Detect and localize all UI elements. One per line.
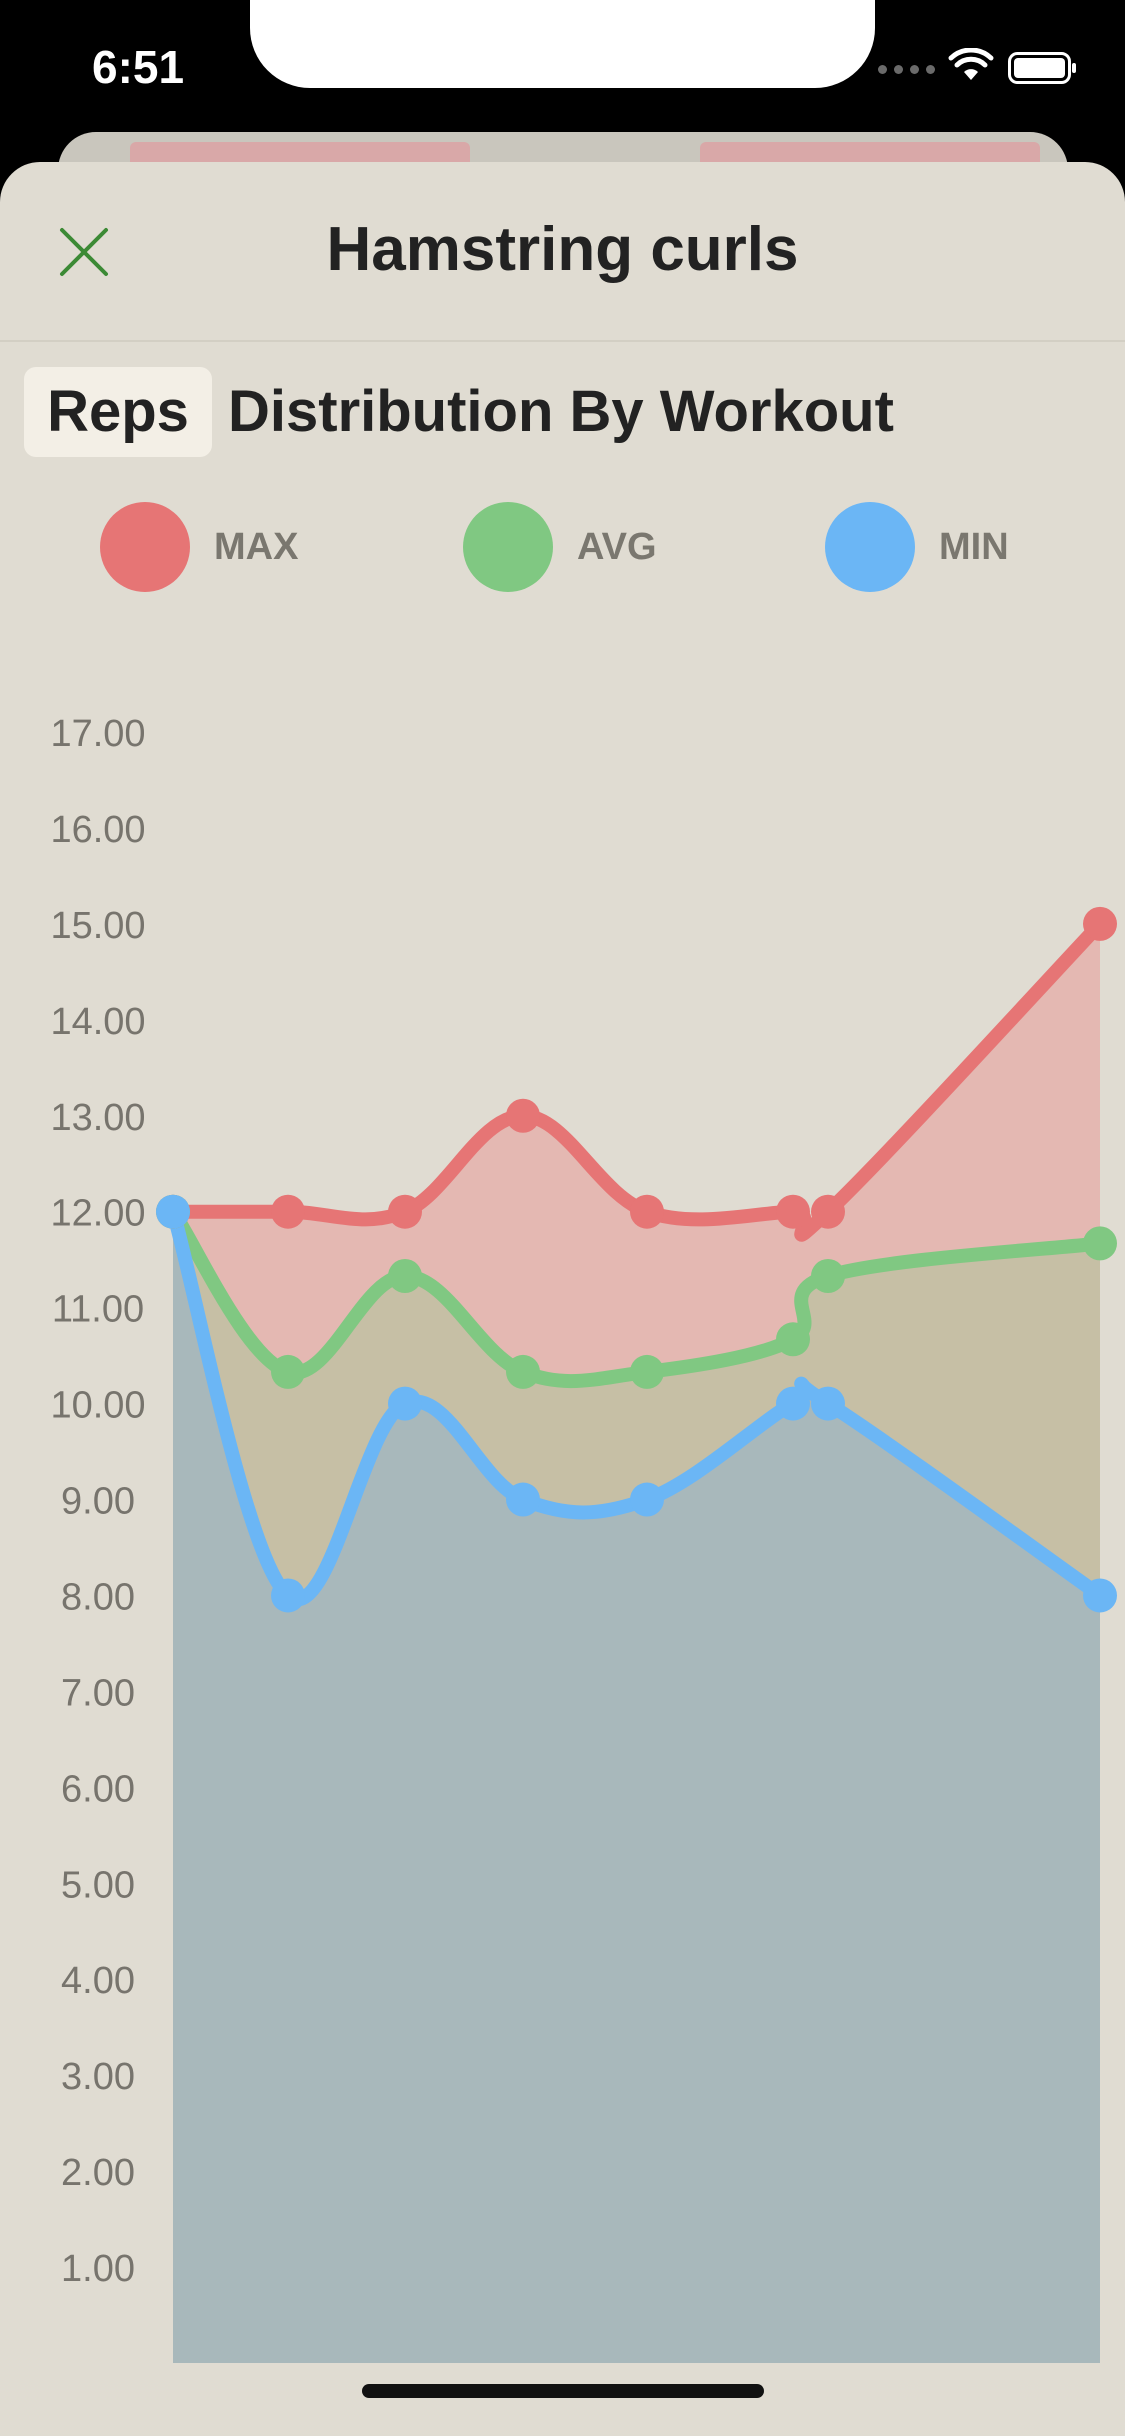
min-data-point [811, 1386, 845, 1421]
y-tick-label: 15.00 [50, 905, 145, 947]
avg-data-point [1083, 1226, 1117, 1261]
min-data-point [156, 1194, 190, 1229]
y-tick-label: 11.00 [52, 1289, 144, 1331]
y-tick-label: 4.00 [61, 1960, 135, 2002]
avg-data-point [776, 1322, 810, 1357]
divider [0, 340, 1125, 342]
max-series-line [166, 916, 1107, 1242]
max-data-point [1083, 906, 1117, 941]
min-data-point [776, 1386, 810, 1421]
avg-data-point [811, 1258, 845, 1293]
legend-avg-dot [463, 502, 553, 592]
distribution-chart: 17.00 16.00 15.00 14.00 13.00 12.00 11.00 10.00… [50, 713, 1117, 2363]
max-data-point [811, 1194, 845, 1229]
metric-selector-chip[interactable]: Reps [24, 367, 212, 457]
y-tick-label: 16.00 [50, 809, 145, 851]
status-time: 6:51 [92, 41, 185, 93]
y-tick-label: 12.00 [50, 1193, 145, 1235]
cellular-signal-icon [878, 58, 940, 78]
avg-data-point [271, 1354, 305, 1389]
min-data-point [630, 1482, 664, 1517]
page-title: Hamstring curls [326, 215, 799, 284]
y-tick-label: 17.00 [50, 713, 145, 755]
y-tick-label: 13.00 [50, 1097, 145, 1139]
avg-data-point [388, 1258, 422, 1293]
legend-min-label: MIN [939, 526, 1009, 568]
max-data-point [388, 1194, 422, 1229]
max-data-point [776, 1194, 810, 1229]
avg-data-point [506, 1354, 540, 1389]
y-tick-label: 7.00 [61, 1672, 135, 1714]
y-tick-label: 8.00 [61, 1576, 135, 1618]
min-data-point [1083, 1578, 1117, 1613]
max-data-point [506, 1098, 540, 1133]
y-tick-label: 14.00 [50, 1001, 145, 1043]
y-tick-label: 5.00 [61, 1864, 135, 1906]
min-data-point [271, 1578, 305, 1613]
legend-avg-label: AVG [577, 526, 657, 568]
y-tick-label: 2.00 [61, 2152, 135, 2194]
y-tick-label: 3.00 [61, 2056, 135, 2098]
y-tick-label: 10.00 [50, 1385, 145, 1427]
legend-max-label: MAX [214, 526, 299, 568]
y-tick-label: 6.00 [61, 1768, 135, 1810]
y-tick-label: 1.00 [61, 2248, 135, 2290]
avg-data-point [630, 1354, 664, 1389]
notch [250, 0, 875, 88]
modal-sheet: Hamstring curls Reps Distribution By Wor… [0, 162, 1125, 2436]
home-indicator [362, 2384, 764, 2398]
close-icon[interactable] [56, 224, 112, 280]
min-data-point [506, 1482, 540, 1517]
max-data-point [271, 1194, 305, 1229]
battery-icon [1008, 52, 1076, 84]
chart-subtitle: Distribution By Workout [228, 379, 894, 444]
min-area [173, 1211, 1100, 2363]
legend-max-dot [100, 502, 190, 592]
legend-min-dot [825, 502, 915, 592]
wifi-icon [948, 48, 994, 80]
min-data-point [388, 1386, 422, 1421]
y-tick-label: 9.00 [61, 1481, 135, 1523]
max-data-point [630, 1194, 664, 1229]
status-bar: 6:51 [0, 0, 1125, 140]
